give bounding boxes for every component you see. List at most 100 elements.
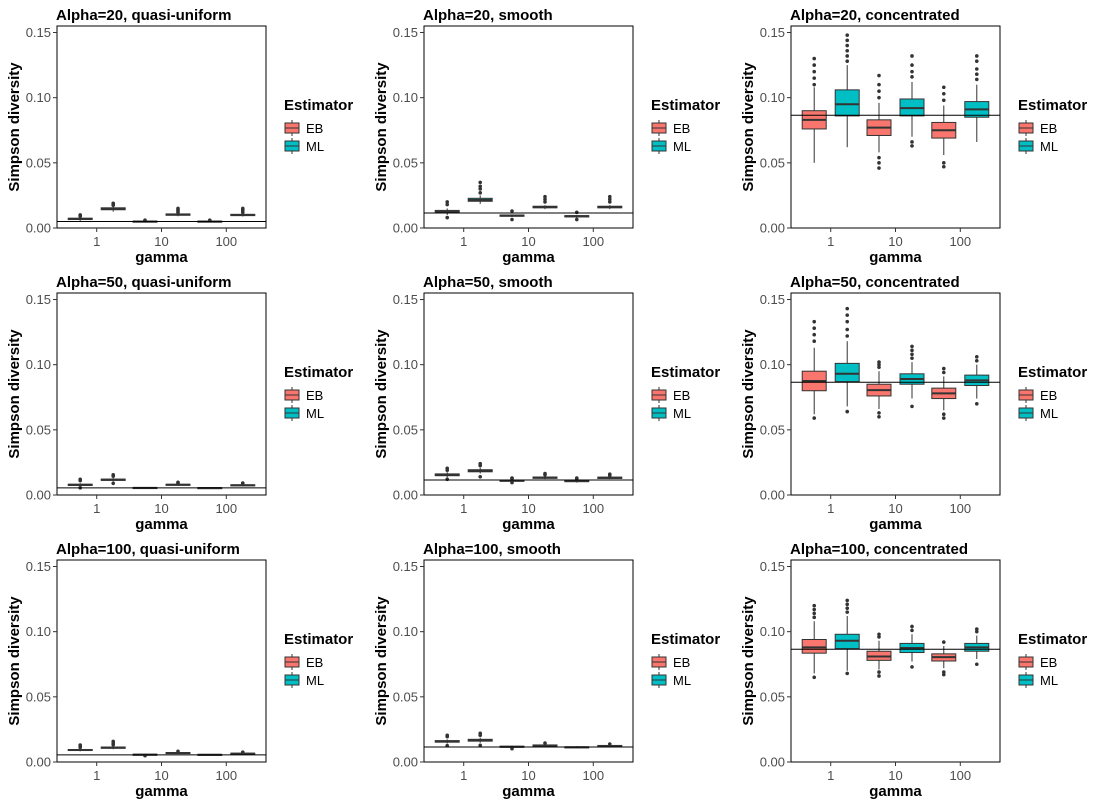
x-axis-label: gamma bbox=[135, 249, 188, 266]
outlier-point bbox=[877, 89, 881, 93]
y-tick-label: 0.05 bbox=[26, 689, 51, 704]
y-axis-label: Simpson diversity bbox=[740, 596, 757, 726]
y-tick-label: 0.15 bbox=[760, 25, 785, 40]
legend: Estimator EB ML bbox=[1018, 97, 1087, 154]
y-tick-label: 0.05 bbox=[393, 689, 418, 704]
x-tick-label: 10 bbox=[154, 501, 168, 516]
y-tick-label: 0.00 bbox=[26, 755, 51, 770]
outlier-point bbox=[845, 602, 850, 607]
x-tick-label: 1 bbox=[93, 501, 100, 516]
outlier-point bbox=[574, 210, 579, 215]
box-eb-gamma-1 bbox=[434, 733, 460, 748]
box-eb-gamma-100 bbox=[931, 85, 957, 169]
y-axis-label: Simpson diversity bbox=[373, 62, 390, 192]
outlier-point bbox=[812, 82, 817, 87]
legend-label: EB bbox=[1040, 388, 1057, 403]
outlier-point bbox=[974, 54, 979, 58]
outlier-point bbox=[910, 352, 914, 357]
box-ml-gamma-100 bbox=[597, 472, 623, 480]
outlier-point bbox=[812, 69, 817, 74]
x-tick-label: 100 bbox=[949, 234, 971, 249]
legend-title: Estimator bbox=[1018, 97, 1087, 114]
y-tick-label: 0.10 bbox=[393, 90, 418, 105]
y-tick-label: 0.00 bbox=[393, 221, 418, 236]
outlier-point bbox=[445, 215, 450, 220]
x-axis-label: gamma bbox=[869, 249, 922, 266]
panel-title: Alpha=100, concentrated bbox=[790, 541, 968, 558]
box-ml-gamma-10 bbox=[165, 749, 191, 755]
legend-label: EB bbox=[1040, 655, 1057, 670]
x-tick-label: 1 bbox=[827, 768, 834, 783]
outlier-point bbox=[910, 624, 914, 629]
y-tick-label: 0.00 bbox=[760, 221, 785, 236]
legend-label: ML bbox=[306, 139, 324, 154]
y-tick-label: 0.00 bbox=[26, 221, 51, 236]
outlier-point bbox=[974, 355, 979, 359]
panel-border bbox=[56, 559, 267, 763]
box-ml-gamma-10 bbox=[532, 194, 558, 210]
outlier-point bbox=[845, 38, 850, 43]
outlier-point bbox=[812, 56, 817, 61]
panel-title: Alpha=50, concentrated bbox=[790, 274, 960, 291]
legend-label: EB bbox=[673, 388, 690, 403]
x-tick-label: 100 bbox=[582, 768, 604, 783]
outlier-point bbox=[877, 674, 881, 678]
x-tick-label: 10 bbox=[888, 234, 902, 249]
legend-key-eb bbox=[284, 654, 300, 670]
x-tick-label: 100 bbox=[215, 768, 237, 783]
outlier-point bbox=[845, 598, 850, 603]
legend-label: EB bbox=[673, 655, 690, 670]
outlier-point bbox=[910, 404, 914, 409]
outlier-point bbox=[478, 184, 483, 189]
x-tick-label: 10 bbox=[888, 501, 902, 516]
legend-key-ml bbox=[284, 405, 300, 421]
outlier-point bbox=[974, 59, 979, 63]
legend-label: ML bbox=[673, 673, 691, 688]
box-ml-gamma-100 bbox=[964, 627, 990, 667]
outlier-point bbox=[812, 603, 817, 608]
legend-label: ML bbox=[306, 406, 324, 421]
outlier-point bbox=[910, 140, 914, 144]
outlier-point bbox=[510, 476, 514, 480]
box-ml-gamma-100 bbox=[964, 54, 990, 142]
y-tick-label: 0.05 bbox=[26, 155, 51, 170]
outlier-point bbox=[941, 416, 946, 420]
box-ml-gamma-10 bbox=[899, 344, 925, 409]
y-tick-label: 0.00 bbox=[26, 488, 51, 503]
outlier-point bbox=[845, 306, 850, 311]
x-tick-label: 10 bbox=[154, 234, 168, 249]
y-tick-label: 0.10 bbox=[760, 90, 785, 105]
y-tick-label: 0.05 bbox=[760, 155, 785, 170]
outlier-point bbox=[607, 194, 612, 199]
y-tick-label: 0.15 bbox=[26, 292, 51, 307]
outlier-point bbox=[941, 370, 946, 375]
outlier-point bbox=[812, 326, 817, 330]
facet-panel: Alpha=50, concentrated 0.00 0.05 0.10 0.15 1 1… bbox=[740, 274, 1087, 533]
outlier-point bbox=[607, 472, 612, 476]
y-tick-label: 0.00 bbox=[393, 755, 418, 770]
legend: Estimator EB ML bbox=[284, 631, 353, 688]
outlier-point bbox=[845, 334, 850, 338]
legend-title: Estimator bbox=[651, 97, 720, 114]
outlier-point bbox=[574, 217, 579, 222]
x-tick-label: 100 bbox=[582, 501, 604, 516]
outlier-point bbox=[877, 155, 881, 160]
outlier-point bbox=[877, 670, 881, 674]
outlier-point bbox=[974, 358, 979, 363]
outlier-point bbox=[910, 54, 914, 58]
y-tick-label: 0.05 bbox=[760, 689, 785, 704]
outlier-point bbox=[941, 670, 946, 674]
outlier-point bbox=[974, 401, 979, 406]
legend-key-ml bbox=[651, 672, 667, 688]
legend: Estimator EB ML bbox=[1018, 631, 1087, 688]
box-ml-gamma-10 bbox=[165, 206, 191, 217]
outlier-point bbox=[877, 95, 881, 100]
legend-key-ml bbox=[284, 672, 300, 688]
outlier-point bbox=[974, 67, 979, 71]
outlier-point bbox=[78, 743, 83, 747]
box-ml-gamma-1 bbox=[834, 306, 860, 414]
outlier-point bbox=[845, 33, 850, 37]
outlier-point bbox=[478, 187, 483, 191]
outlier-point bbox=[176, 480, 180, 485]
